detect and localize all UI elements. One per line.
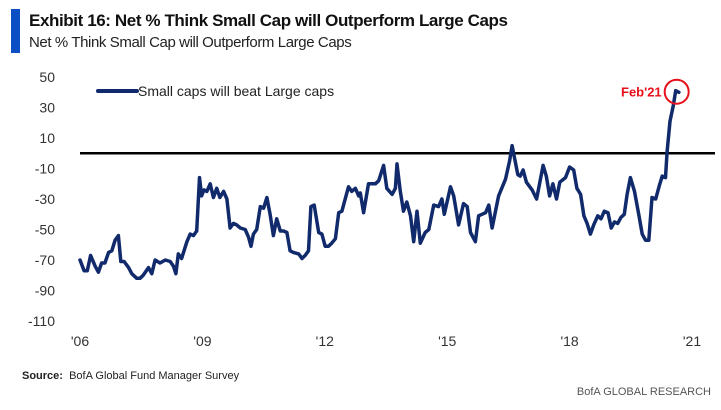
annotation-circle: [663, 78, 690, 105]
source-note: Source: BofA Global Fund Manager Survey: [22, 370, 239, 382]
series-line-small-caps: [78, 88, 681, 281]
y-axis-ticks: 50 30 10 -10 -30 -50 -70 -90 -110: [28, 69, 55, 329]
title-accent-bar: [11, 9, 20, 53]
x-tick-label: '06: [71, 333, 89, 349]
y-tick-label: 10: [39, 130, 55, 146]
y-tick-label: -110: [28, 313, 55, 329]
x-tick-label: '15: [438, 333, 456, 349]
x-tick-label: '12: [316, 333, 334, 349]
y-tick-label: -10: [35, 161, 55, 177]
source-text: BofA Global Fund Manager Survey: [69, 370, 240, 382]
x-tick-label: '21: [683, 333, 701, 349]
y-tick-label: -90: [35, 283, 55, 299]
annotation-label: Feb'21: [621, 85, 662, 100]
legend-label: Small caps will beat Large caps: [138, 83, 334, 99]
x-tick-label: '09: [193, 333, 211, 349]
y-tick-label: -30: [35, 191, 55, 207]
y-tick-label: -70: [35, 252, 55, 268]
chart-title: Exhibit 16: Net % Think Small Cap will O…: [29, 11, 508, 30]
y-tick-label: 50: [39, 69, 55, 85]
legend: Small caps will beat Large caps: [96, 83, 334, 99]
brand-label: BofA GLOBAL RESEARCH: [576, 386, 711, 398]
x-tick-label: '18: [560, 333, 578, 349]
x-axis-ticks: '06 '09 '12 '15 '18 '21: [71, 333, 701, 349]
y-tick-label: 30: [39, 100, 55, 116]
y-tick-label: -50: [35, 222, 55, 238]
source-label: Source:: [22, 370, 63, 382]
chart-subtitle: Net % Think Small Cap will Outperform La…: [29, 34, 352, 51]
